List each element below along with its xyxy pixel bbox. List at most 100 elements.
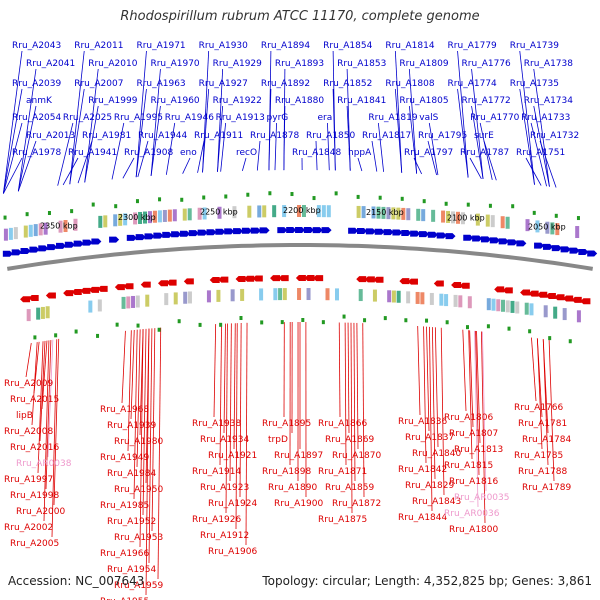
- forward-cog-block: [535, 220, 540, 233]
- reverse-gene-arrow: [252, 275, 263, 282]
- gc-mark: [400, 196, 404, 201]
- reverse-cog-block: [396, 290, 401, 303]
- reverse-leader-line: [127, 330, 132, 452]
- kbp-tick-label: 2150 kbp: [366, 208, 404, 217]
- forward-gene-label: Rru_A2043: [12, 41, 61, 51]
- forward-cog-block: [8, 227, 13, 240]
- gc-mark: [260, 320, 264, 325]
- forward-gene-arrow: [233, 228, 244, 235]
- forward-gene-label: Rru_A1999: [88, 96, 137, 106]
- reverse-cog-block: [529, 303, 534, 316]
- reverse-leader-line: [151, 328, 156, 532]
- reverse-gene-arrow: [364, 276, 375, 283]
- forward-gene-arrow: [365, 228, 376, 235]
- forward-leader-line: [469, 157, 482, 179]
- forward-gene-arrow: [410, 230, 421, 237]
- forward-leader-line: [84, 68, 99, 183]
- reverse-gene-label: Rru_A1813: [454, 445, 503, 455]
- forward-gene-label: Rru_A1880: [275, 96, 324, 106]
- forward-gene-label: era: [317, 113, 332, 123]
- reverse-cog-block: [496, 299, 501, 312]
- reverse-cog-block: [187, 291, 192, 304]
- rna-gene-label: Rru_AR0036: [444, 509, 500, 519]
- forward-leader-line: [150, 68, 161, 176]
- reverse-cog-block: [240, 288, 245, 301]
- forward-leader-line: [274, 122, 277, 171]
- forward-cog-block: [421, 209, 426, 222]
- reverse-gene-arrow: [502, 287, 513, 294]
- reverse-cog-block: [453, 294, 458, 307]
- reverse-cog-block: [40, 306, 45, 319]
- forward-cog-block: [371, 206, 376, 219]
- forward-gene-arrow: [215, 228, 226, 235]
- reverse-leader-line: [139, 329, 144, 548]
- reverse-leader-line: [213, 324, 217, 418]
- reverse-leader-line: [469, 330, 474, 428]
- reverse-gene-arrow: [183, 278, 194, 285]
- forward-gene-label: Rru_A2054: [12, 113, 61, 123]
- gc-mark: [3, 215, 7, 220]
- forward-leader-line: [268, 88, 272, 171]
- gc-mark: [342, 314, 346, 319]
- forward-gene-label: Rru_A1841: [337, 96, 386, 106]
- forward-gene-arrow: [587, 250, 598, 257]
- forward-leader-line: [137, 140, 149, 178]
- reverse-gene-label: Rru_A1985: [100, 501, 149, 511]
- reverse-gene-arrow: [235, 275, 246, 282]
- forward-cog-block: [386, 207, 391, 220]
- reverse-leader-line: [157, 327, 162, 580]
- gc-mark: [356, 194, 360, 199]
- forward-leader-line: [332, 88, 336, 171]
- forward-leader-line: [457, 88, 469, 178]
- forward-gene-label: Rru_A1809: [399, 59, 448, 69]
- forward-cog-block: [143, 211, 148, 224]
- forward-gene-label: hppA: [348, 148, 372, 158]
- forward-gene-label: anmK: [26, 96, 53, 106]
- reverse-leader-line: [338, 322, 341, 418]
- reverse-cog-block: [458, 295, 463, 308]
- forward-cog-block: [3, 228, 8, 241]
- forward-leader-line: [519, 50, 535, 185]
- gc-mark: [290, 192, 294, 197]
- forward-gene-arrow: [542, 243, 553, 250]
- reverse-leader-line: [482, 331, 487, 492]
- forward-gene-label: Rru_A1911: [194, 131, 243, 141]
- gc-mark: [91, 202, 95, 207]
- forward-gene-arrow: [401, 230, 412, 237]
- forward-leader-line: [525, 157, 542, 186]
- forward-cog-block: [202, 207, 207, 220]
- gc-mark: [532, 210, 536, 215]
- reverse-gene-label: Rru_A1934: [200, 435, 249, 445]
- reverse-leader-line: [362, 323, 365, 498]
- forward-gene-arrow: [259, 227, 270, 234]
- reverse-gene-label: Rru_A1800: [449, 525, 498, 535]
- forward-gene-label: Rru_A1850: [306, 131, 355, 141]
- forward-gene-arrow: [321, 227, 332, 234]
- reverse-gene-label: Rru_A1788: [518, 467, 567, 477]
- forward-gene-label: Rru_A1854: [323, 41, 372, 51]
- reverse-gene-arrow: [45, 292, 56, 299]
- forward-gene-label: Rru_A1930: [199, 41, 248, 51]
- forward-gene-label: Rru_A1795: [418, 131, 467, 141]
- forward-gene-arrow: [20, 247, 31, 254]
- reverse-leader-line: [219, 323, 222, 466]
- forward-cog-block: [162, 209, 167, 222]
- reverse-leader-line: [53, 338, 60, 506]
- reverse-gene-label: Rru_A2002: [4, 523, 53, 533]
- forward-gene-arrow: [383, 229, 394, 236]
- reverse-leader-line: [39, 340, 46, 442]
- reverse-cog-block: [306, 288, 311, 301]
- forward-gene-label: Rru_A1732: [530, 131, 579, 141]
- reverse-leader-line: [245, 322, 248, 546]
- gc-mark: [224, 194, 228, 199]
- reverse-leader-line: [239, 322, 242, 498]
- kbp-tick-label: 2300 kbp: [118, 213, 156, 222]
- reverse-leader-line: [43, 340, 50, 522]
- reverse-leader-line: [225, 323, 228, 514]
- gc-mark: [70, 209, 74, 214]
- forward-gene-arrow: [277, 227, 288, 234]
- forward-gene-arrow: [445, 233, 456, 240]
- forward-cog-block: [525, 219, 530, 232]
- reverse-gene-arrow: [244, 275, 255, 282]
